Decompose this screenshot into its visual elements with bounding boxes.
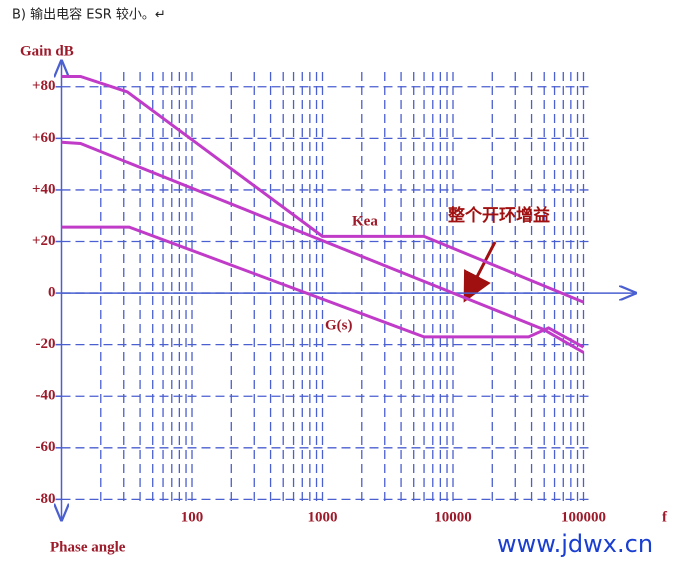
kea-label: Kea — [352, 213, 378, 229]
y-tick-label: +60 — [32, 130, 56, 146]
x-tick-label: 100000 — [561, 509, 606, 525]
y-tick-label: -80 — [36, 491, 56, 507]
y-tick-label: -20 — [36, 336, 56, 352]
y-tick-label: -40 — [36, 388, 56, 404]
y-tick-label: -60 — [36, 439, 56, 455]
gain-line — [61, 74, 585, 304]
bottom-label: Phase angle — [50, 539, 126, 555]
x-tick-label: 100 — [181, 509, 204, 525]
annotation-arrow — [463, 241, 497, 303]
y-axis-label: Gain dB — [20, 43, 74, 59]
watermark: www.jdwx.cn — [497, 530, 653, 558]
x-axis-label: f — [662, 509, 668, 525]
y-tick-label: +20 — [32, 233, 56, 249]
gain-line — [61, 225, 585, 349]
y-tick-label: +40 — [32, 181, 56, 197]
y-tick-label: 0 — [48, 285, 56, 301]
x-tick-label: 10000 — [434, 509, 472, 525]
total-gain-label: 整个开环增益 — [448, 205, 550, 226]
gain-line — [61, 140, 585, 354]
header: B) 输出电容 ESR 较小。↵ — [12, 7, 166, 23]
gs-label: G(s) — [325, 317, 353, 333]
y-tick-label: +80 — [32, 78, 56, 94]
x-tick-label: 1000 — [308, 509, 338, 525]
